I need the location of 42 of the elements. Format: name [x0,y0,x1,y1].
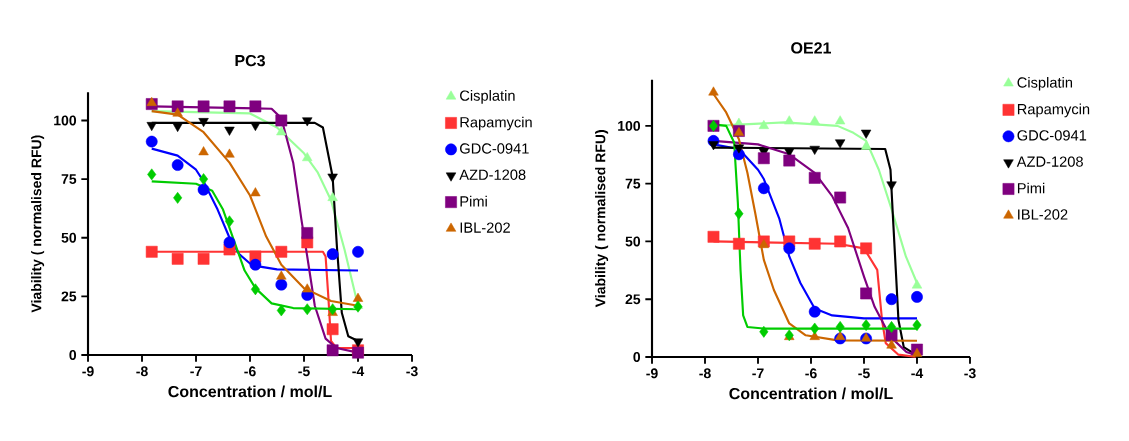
x-tick-label: -7 [190,366,202,376]
legend-label: Pimi [460,195,487,207]
y-axis-title: Viability ( normalised RFU) [595,130,609,308]
legend-label: GDC-0941 [460,143,529,154]
x-tick-label: -4 [352,366,365,376]
y-tick-label: 50 [625,236,641,247]
x-tick-label: -3 [406,366,418,377]
y-tick-label: 25 [61,291,77,302]
y-tick-label: 25 [625,294,641,305]
x-tick-label: -5 [858,368,870,379]
y-tick-label: 100 [618,120,641,131]
legend-label: IBL-202 [1018,209,1068,220]
x-tick-label: -5 [298,366,310,377]
x-axis-title: Concentration / mol/L [729,387,893,400]
x-tick-label: -8 [136,366,148,377]
x-tick-label: -9 [82,366,94,377]
legend-label: IBL-202 [460,222,510,233]
x-tick-label: -3 [964,368,976,379]
x-tick-label: -6 [244,366,256,377]
legend-label: GDC-0941 [1017,130,1087,141]
y-tick-label: 0 [69,350,77,360]
legend-label: Pimi [1017,182,1045,194]
y-tick-label: 50 [61,232,77,243]
legend-label: AZD-1208 [1016,156,1083,167]
y-tick-label: 100 [54,115,77,126]
x-tick-label: -9 [646,368,658,379]
y-tick-label: 75 [61,174,77,184]
x-tick-label: -4 [911,368,924,378]
y-tick-label: 75 [625,178,641,189]
x-tick-label: -7 [752,368,764,378]
legend-label: Rapamycin [460,116,532,131]
y-axis-title: Viability ( normalised RFU) [31,135,45,313]
x-axis-title: Concentration / mol/L [168,385,332,398]
x-tick-label: -6 [805,368,817,379]
legend-label: Cisplatin [460,90,515,104]
y-tick-label: 0 [633,352,641,362]
legend-label: AZD-1208 [459,169,526,180]
x-tick-label: -8 [699,368,711,379]
legend-label: Cisplatin [1017,76,1073,91]
chart-title: PC3 [235,54,265,67]
chart-title: OE21 [791,42,832,54]
legend-label: Rapamycin [1017,103,1090,118]
